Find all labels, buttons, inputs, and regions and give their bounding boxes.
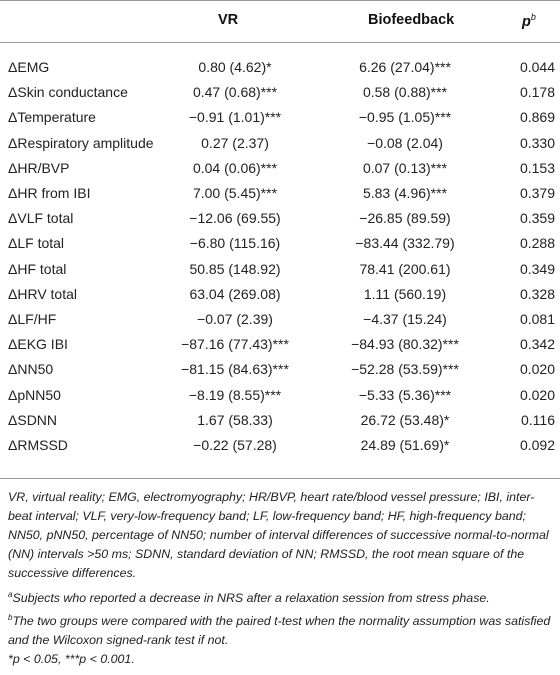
row-vr-value: 0.04 (0.06)*** xyxy=(192,159,278,176)
row-biofeedback-value: 5.83 (4.96)*** xyxy=(362,185,448,201)
row-label: ΔLF total xyxy=(8,235,65,252)
row-biofeedback-value: −83.44 (332.79) xyxy=(355,235,455,252)
row-biofeedback-value: −84.93 (80.32)*** xyxy=(351,336,459,353)
row-vr-value: −8.19 (8.55)*** xyxy=(188,386,282,403)
row-vr-value: 7.00 (5.45)*** xyxy=(192,185,278,201)
row-label: ΔLF/HF xyxy=(8,311,57,327)
table-row: ΔSkin conductance 0.47 (0.68)*** 0.58 (0.8… xyxy=(0,80,560,105)
table-row: ΔRespiratory amplitude 0.27 (2.37) −0.08 (… xyxy=(0,131,560,156)
row-vr-value: −12.06 (69.55) xyxy=(189,210,281,227)
row-p-value: 0.869 xyxy=(519,109,555,126)
row-vr-value: −6.80 (115.16) xyxy=(189,235,281,252)
row-label: ΔSDNN xyxy=(8,411,58,428)
row-p-value: 0.328 xyxy=(519,285,555,302)
row-label: ΔEKG IBI xyxy=(8,336,68,353)
row-vr-value: −81.15 (84.63)*** xyxy=(181,361,289,378)
table-row: ΔEKG IBI −87.16 (77.43)*** −84.93 (80.32)*… xyxy=(0,332,560,357)
row-vr-value: 0.27 (2.37) xyxy=(201,134,269,151)
row-biofeedback-value: 26.72 (53.48)* xyxy=(360,411,450,428)
row-biofeedback-value: 78.41 (200.61) xyxy=(359,260,451,277)
table-row: ΔNN50 −81.15 (84.63)*** −52.28 (53.59)*** 0… xyxy=(0,357,560,382)
table-row: ΔSDNN 1.67 (58.33) 26.72 (53.48)* 0.116 xyxy=(0,408,560,433)
table-row: ΔLF total −6.80 (115.16) −83.44 (332.79) 0.… xyxy=(0,231,560,256)
table-row: ΔLF/HF −0.07 (2.39) −4.37 (15.24) 0.081 xyxy=(0,307,560,332)
row-p-value: 0.020 xyxy=(519,361,555,378)
row-label: ΔHR from IBI xyxy=(8,185,91,201)
row-label: ΔRespiratory amplitude xyxy=(8,134,154,151)
row-biofeedback-value: 0.58 (0.88)*** xyxy=(362,84,448,101)
row-vr-value: −0.22 (57.28) xyxy=(193,437,277,453)
abbreviations-note: VR, virtual reality; EMG, electromyograp… xyxy=(8,490,549,580)
row-vr-value: −87.16 (77.43)*** xyxy=(181,336,289,353)
row-label: ΔSkin conductance xyxy=(8,84,128,101)
row-p-value: 0.153 xyxy=(519,159,555,176)
row-p-value: 0.288 xyxy=(519,235,555,252)
header-vr: VR xyxy=(218,12,239,28)
row-biofeedback-value: −0.08 (2.04) xyxy=(367,134,443,151)
row-vr-value: −0.91 (1.01)*** xyxy=(188,109,282,126)
table-footnotes: VR, virtual reality; EMG, electromyograp… xyxy=(8,488,556,669)
row-label: ΔHRV total xyxy=(8,285,78,302)
row-vr-value: 0.80 (4.62)* xyxy=(198,59,272,75)
row-biofeedback-value: −5.33 (5.36)*** xyxy=(358,386,452,403)
row-biofeedback-value: 24.89 (51.69)* xyxy=(360,437,450,453)
row-label: ΔHF total xyxy=(8,260,67,277)
row-p-value: 0.349 xyxy=(519,260,555,277)
table-bottom-rule xyxy=(0,478,560,479)
table-row: ΔHRV total 63.04 (269.08) 1.11 (560.19) 0.3… xyxy=(0,282,560,307)
significance-note: *p < 0.05, ***p < 0.001. xyxy=(8,652,135,667)
row-label: ΔHR/BVP xyxy=(8,159,70,176)
row-p-value: 0.379 xyxy=(519,185,555,201)
row-vr-value: −0.07 (2.39) xyxy=(197,311,273,327)
row-vr-value: 1.67 (58.33) xyxy=(197,411,273,428)
table-row: ΔHR/BVP 0.04 (0.06)*** 0.07 (0.13)*** 0.153 xyxy=(0,156,560,181)
row-p-value: 0.020 xyxy=(519,386,555,403)
row-p-value: 0.044 xyxy=(519,59,555,75)
row-p-value: 0.116 xyxy=(521,411,555,428)
table-row: ΔpNN50 −8.19 (8.55)*** −5.33 (5.36)*** 0.02… xyxy=(0,383,560,408)
row-label: ΔpNN50 xyxy=(8,386,61,403)
row-biofeedback-value: −26.85 (89.59) xyxy=(359,210,451,227)
row-label: ΔTemperature xyxy=(8,109,96,126)
table-row: ΔTemperature −0.91 (1.01)*** −0.95 (1.05)*… xyxy=(0,105,560,130)
row-biofeedback-value: 0.07 (0.13)*** xyxy=(362,159,448,176)
row-biofeedback-value: −0.95 (1.05)*** xyxy=(358,109,452,126)
row-label: ΔNN50 xyxy=(8,361,54,378)
row-vr-value: 63.04 (269.08) xyxy=(189,285,281,302)
row-p-value: 0.178 xyxy=(519,84,555,101)
row-label: ΔVLF total xyxy=(8,210,74,227)
row-label: ΔEMG xyxy=(8,59,50,75)
header-biofeedback: Biofeedback xyxy=(368,12,455,28)
table-row: ΔHF total 50.85 (148.92) 78.41 (200.61) 0.3… xyxy=(0,257,560,282)
table-row: ΔRMSSD −0.22 (57.28) 24.89 (51.69)* 0.092 xyxy=(0,433,560,458)
row-label: ΔRMSSD xyxy=(8,437,68,453)
row-biofeedback-value: −4.37 (15.24) xyxy=(363,311,447,327)
row-p-value: 0.359 xyxy=(519,210,555,227)
row-biofeedback-value: 1.11 (560.19) xyxy=(363,285,447,302)
row-vr-value: 0.47 (0.68)*** xyxy=(192,84,278,101)
row-p-value: 0.330 xyxy=(519,134,555,151)
table-row: ΔHR from IBI 7.00 (5.45)*** 5.83 (4.96)***… xyxy=(0,181,560,206)
row-p-value: 0.342 xyxy=(519,336,555,353)
header-p: pb xyxy=(522,12,536,30)
row-p-value: 0.081 xyxy=(519,311,555,327)
table-row: ΔEMG 0.80 (4.62)* 6.26 (27.04)*** 0.044 xyxy=(0,55,560,80)
table-row: ΔVLF total −12.06 (69.55) −26.85 (89.59) 0.… xyxy=(0,206,560,231)
footnote-a: aSubjects who reported a decrease in NRS… xyxy=(8,590,490,606)
table-top-rule xyxy=(0,0,560,1)
footnote-b: bThe two groups were compared with the p… xyxy=(8,613,551,648)
row-vr-value: 50.85 (148.92) xyxy=(189,260,281,277)
row-biofeedback-value: 6.26 (27.04)*** xyxy=(359,59,451,75)
row-p-value: 0.092 xyxy=(519,437,555,453)
row-biofeedback-value: −52.28 (53.59)*** xyxy=(351,361,459,378)
header-rule xyxy=(0,42,560,43)
